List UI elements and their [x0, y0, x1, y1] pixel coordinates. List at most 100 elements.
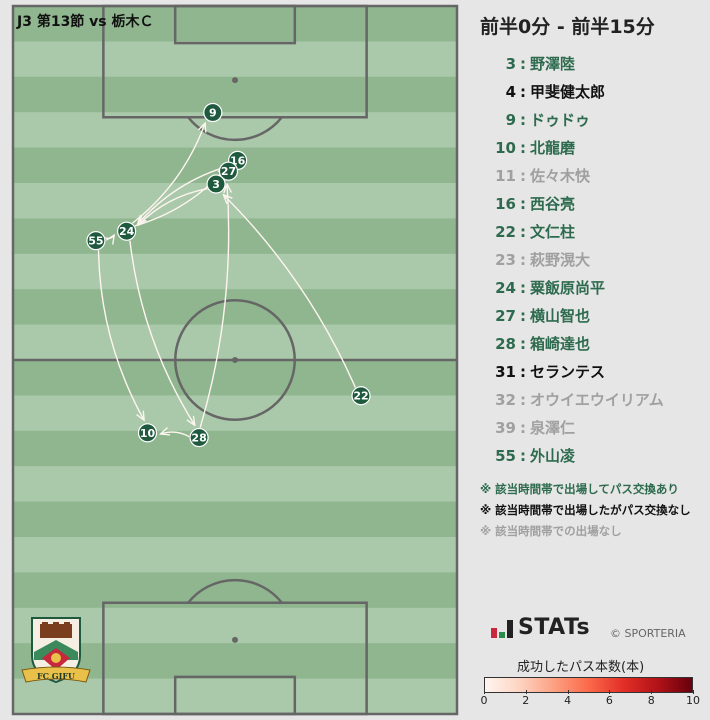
- roster-name: 箱崎達也: [530, 335, 591, 353]
- roster-name: 外山凌: [530, 447, 576, 465]
- pitch-stripe: [13, 6, 457, 42]
- roster-name: 西谷亮: [530, 195, 576, 213]
- colorbar-tick: [525, 690, 527, 694]
- colorbar-tick-label: 2: [522, 694, 530, 707]
- pass-arrow-22-to-3: [223, 195, 357, 388]
- roster-separator: :: [520, 335, 526, 353]
- roster-name: 甲斐健太郎: [530, 83, 606, 101]
- player-marker-dot: [117, 221, 137, 241]
- top-penalty-spot: [232, 77, 238, 84]
- roster-number: 31: [495, 363, 516, 381]
- pitch-stripe: [13, 501, 457, 538]
- roster-name: 泉澤仁: [530, 419, 576, 437]
- roster-name: 野澤陸: [530, 55, 576, 73]
- roster-name: ドゥドゥ: [530, 111, 591, 129]
- player-marker-label: 10: [140, 427, 156, 440]
- colorbar-tick-label: 8: [647, 694, 655, 707]
- roster-row: 11: 佐々木快: [480, 164, 664, 192]
- roster-separator: :: [520, 447, 526, 465]
- match-title: J3 第13節 vs 栃木Ｃ: [16, 13, 154, 30]
- pitch-stripe: [13, 289, 457, 326]
- roster-row: 55: 外山凌: [480, 444, 664, 472]
- roster-separator: :: [520, 419, 526, 437]
- legend-note: ※ 該当時間帯で出場したがパス交換なし: [480, 503, 691, 517]
- roster-row: 3: 野澤陸: [480, 52, 664, 80]
- roster-name: 佐々木快: [530, 167, 591, 185]
- roster-number: 22: [495, 223, 516, 241]
- colorbar-tick-label: 10: [686, 694, 700, 707]
- roster-number: 32: [495, 391, 516, 409]
- roster-row: 22: 文仁柱: [480, 220, 664, 248]
- roster-row: 24: 粟飯原尚平: [480, 276, 664, 304]
- roster-number: 24: [495, 279, 516, 297]
- player-roster: 3: 野澤陸 4: 甲斐健太郎 9: ドゥドゥ 10: 北龍磨 11: 佐々木快 16: 西谷亮 22:…: [480, 52, 664, 472]
- roster-separator: :: [520, 251, 526, 269]
- player-marker-label: 22: [353, 390, 368, 403]
- roster-number: 27: [495, 307, 516, 325]
- roster-separator: :: [520, 195, 526, 213]
- roster-name: 文仁柱: [530, 223, 576, 241]
- roster-number: 16: [495, 195, 516, 213]
- player-marker-dot: [137, 423, 158, 443]
- club-emblem-icon: FC GIFU: [21, 617, 91, 684]
- player-marker-dot: [203, 102, 223, 123]
- roster-separator: :: [520, 167, 526, 185]
- player-marker-dot: [218, 161, 239, 181]
- roster-number: 28: [495, 335, 516, 353]
- player-marker-3[interactable]: 3: [206, 174, 226, 194]
- player-marker-10[interactable]: 10: [137, 423, 158, 443]
- roster-separator: :: [520, 391, 526, 409]
- player-marker-9[interactable]: 9: [203, 102, 223, 123]
- roster-separator: :: [520, 279, 526, 297]
- colorbar-tick-label: 6: [605, 694, 613, 707]
- player-marker-22[interactable]: 22: [351, 386, 371, 406]
- player-marker-label: 55: [88, 235, 103, 248]
- colorbar-tick-label: 0: [480, 694, 488, 707]
- roster-number: 10: [495, 139, 516, 157]
- center-spot: [232, 357, 238, 363]
- player-marker-dot: [206, 174, 226, 194]
- roster-row: 39: 泉澤仁: [480, 416, 664, 444]
- player-marker-dot: [351, 386, 371, 406]
- bottom-penalty-spot: [232, 636, 238, 643]
- legend-note: ※ 該当時間帯で出場してパス交換あり: [480, 482, 679, 496]
- pass-lines: [97, 123, 357, 438]
- bottom-goal-area: [173, 675, 297, 716]
- pitch-stripe: [13, 678, 457, 715]
- roster-row: 28: 箱崎達也: [480, 332, 664, 360]
- pass-arrow-24-to-28: [129, 240, 195, 426]
- top-penalty-arc: [187, 116, 283, 142]
- stats-logo-icon: [491, 620, 513, 638]
- player-marker-27[interactable]: 27: [218, 161, 239, 181]
- roster-separator: :: [520, 111, 526, 129]
- legend-note: ※ 該当時間帯での出場なし: [480, 524, 622, 538]
- roster-name: セランテス: [530, 363, 606, 381]
- roster-row: 9: ドゥドゥ: [480, 108, 664, 136]
- top-goal-area: [173, 4, 297, 45]
- colorbar-tick: [484, 690, 485, 694]
- player-marker-label: 9: [209, 107, 217, 120]
- pass-arrow-28-to-10: [160, 432, 190, 438]
- center-circle: [174, 299, 296, 421]
- roster-separator: :: [520, 139, 526, 157]
- roster-row: 23: 萩野滉大: [480, 248, 664, 276]
- copyright: © SPORTERIA: [610, 627, 686, 640]
- colorbar-tick: [567, 690, 569, 694]
- pitch-stripe: [13, 395, 457, 432]
- club-emblem-text: FC GIFU: [37, 671, 75, 681]
- pitch-stripe: [13, 466, 457, 503]
- player-marker-55[interactable]: 55: [86, 231, 106, 251]
- player-marker-28[interactable]: 28: [189, 427, 209, 448]
- stats-logo-text: STATs: [518, 615, 591, 640]
- roster-name: 横山智也: [530, 307, 591, 325]
- pass-arrow-3-to-24: [138, 187, 208, 225]
- player-marker-24[interactable]: 24: [117, 221, 137, 241]
- roster-row: 31: セランテス: [480, 360, 664, 388]
- roster-name: オウイエウイリアム: [530, 391, 664, 409]
- roster-number: 23: [495, 251, 516, 269]
- roster-separator: :: [520, 223, 526, 241]
- pitch-stripe: [13, 324, 457, 361]
- roster-number: 39: [495, 419, 516, 437]
